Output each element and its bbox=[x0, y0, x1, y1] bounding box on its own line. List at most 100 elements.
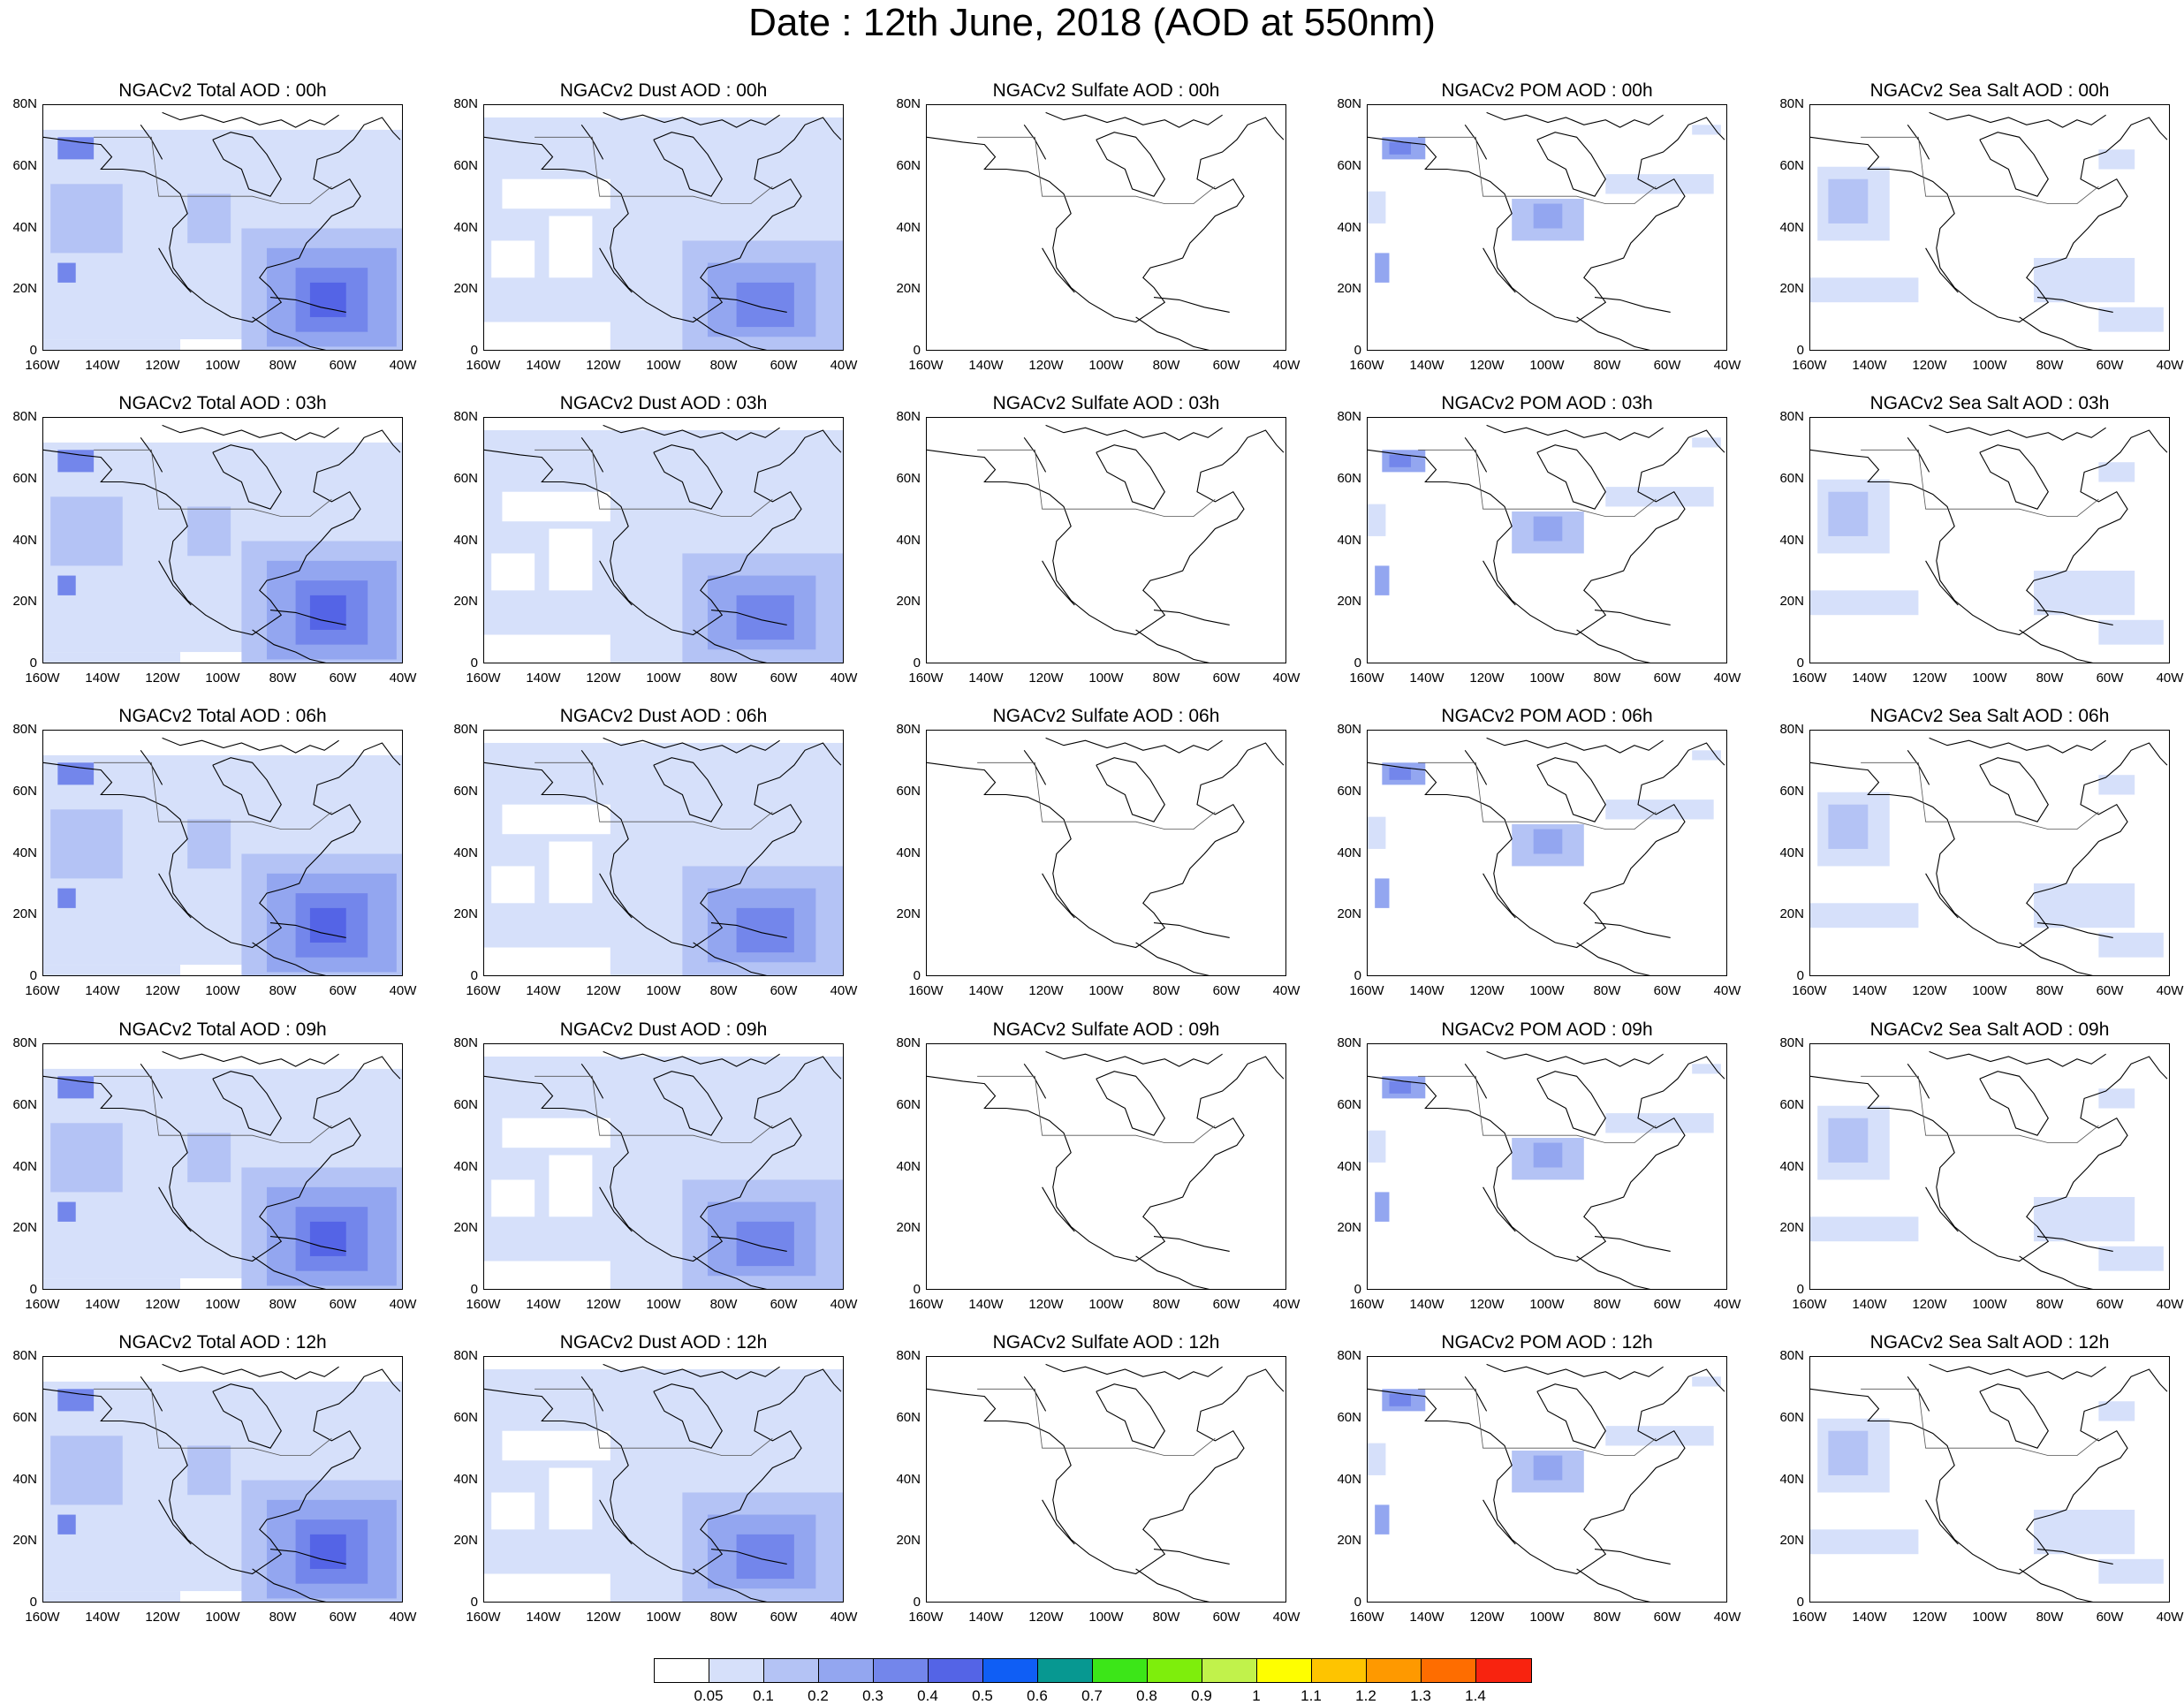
coastline bbox=[1153, 297, 1230, 313]
coastline bbox=[1045, 1363, 1223, 1380]
x-tick-label: 60W bbox=[1653, 671, 1681, 686]
coastline bbox=[1368, 1056, 1725, 1262]
coastline bbox=[599, 1186, 633, 1232]
aod-field-cell bbox=[736, 907, 794, 953]
y-tick-label: 20N bbox=[453, 1533, 478, 1549]
x-tick-label: 80W bbox=[269, 1297, 297, 1312]
y-tick-label: 80N bbox=[453, 722, 478, 737]
coastline bbox=[212, 132, 282, 197]
x-tick-label: 40W bbox=[389, 358, 417, 373]
aod-map bbox=[927, 737, 1285, 975]
y-tick-label: 60N bbox=[1779, 1409, 1804, 1425]
y-tick-label: 60N bbox=[896, 157, 921, 173]
y-tick-label: 80N bbox=[12, 1348, 37, 1363]
y-tick-label: 60N bbox=[12, 1409, 37, 1425]
x-tick-label: 80W bbox=[1593, 358, 1621, 373]
x-tick-label: 40W bbox=[830, 671, 858, 686]
x-tick-label: 140W bbox=[968, 1297, 1004, 1312]
coastline bbox=[162, 424, 339, 441]
coastline bbox=[1464, 124, 1488, 160]
x-tick-label: 100W bbox=[646, 671, 681, 686]
y-tick-label: 60N bbox=[1779, 470, 1804, 486]
coastline bbox=[1594, 1236, 1671, 1252]
aod-field-cell bbox=[484, 1573, 610, 1602]
coastline bbox=[1368, 117, 1725, 323]
coastline bbox=[43, 1368, 401, 1575]
y-tick-label: 0 bbox=[29, 1282, 37, 1297]
y-tick-label: 40N bbox=[896, 1158, 921, 1174]
aod-field-cell bbox=[309, 907, 346, 943]
y-tick-label: 0 bbox=[913, 968, 921, 983]
coastline bbox=[252, 942, 327, 975]
coastline bbox=[1594, 922, 1671, 938]
aod-field-cell bbox=[57, 137, 95, 160]
y-tick-label: 60N bbox=[453, 783, 478, 799]
y-tick-label: 40N bbox=[1779, 1158, 1804, 1174]
aod-map bbox=[1810, 111, 2168, 350]
aod-field-cell bbox=[491, 1179, 535, 1217]
aod-field-cell bbox=[187, 1445, 231, 1496]
x-tick-label: 160W bbox=[1792, 1297, 1827, 1312]
colorbar-label: 1 bbox=[1252, 1687, 1261, 1704]
coastline bbox=[603, 1363, 780, 1380]
colorbar-swatch bbox=[1093, 1659, 1148, 1682]
coastline bbox=[269, 297, 346, 313]
x-tick-label: 160W bbox=[25, 1297, 60, 1312]
panel-title: NGACv2 Sea Salt AOD : 09h bbox=[1869, 1019, 2110, 1040]
y-tick-label: 40N bbox=[896, 845, 921, 860]
y-tick-label: 20N bbox=[896, 1533, 921, 1549]
coastline bbox=[1979, 1383, 2049, 1449]
x-tick-label: 120W bbox=[1912, 358, 1947, 373]
x-tick-label: 60W bbox=[770, 983, 798, 998]
coastline bbox=[710, 922, 787, 938]
colorbar-swatch bbox=[1312, 1659, 1367, 1682]
aod-field-cell bbox=[1533, 1142, 1563, 1168]
x-tick-label: 120W bbox=[1469, 1610, 1505, 1625]
y-tick-label: 60N bbox=[1337, 470, 1361, 486]
x-tick-label: 40W bbox=[2156, 671, 2184, 686]
colorbar-label: 0.05 bbox=[694, 1687, 724, 1704]
aod-map bbox=[484, 1050, 843, 1289]
x-tick-label: 60W bbox=[2096, 1610, 2124, 1625]
x-tick-label: 100W bbox=[205, 983, 240, 998]
map-panel bbox=[42, 1043, 403, 1290]
aod-field-cell bbox=[1605, 1113, 1714, 1133]
y-tick-label: 80N bbox=[453, 96, 478, 111]
map-panel bbox=[1809, 417, 2170, 663]
coastline bbox=[1045, 424, 1223, 441]
coastline bbox=[158, 1499, 192, 1545]
panel-title: NGACv2 Sea Salt AOD : 06h bbox=[1869, 706, 2110, 726]
x-tick-label: 160W bbox=[25, 671, 60, 686]
country-border bbox=[94, 1388, 332, 1456]
x-tick-label: 80W bbox=[1152, 358, 1180, 373]
colorbar-swatch bbox=[819, 1659, 874, 1682]
x-tick-label: 80W bbox=[1152, 671, 1180, 686]
aod-field-cell bbox=[1828, 178, 1869, 224]
coastline bbox=[2036, 1549, 2113, 1565]
x-tick-label: 160W bbox=[1349, 671, 1384, 686]
aod-field-cell bbox=[1828, 804, 1869, 849]
coastline bbox=[1153, 1549, 1230, 1565]
x-tick-label: 120W bbox=[586, 671, 621, 686]
panel-title: NGACv2 POM AOD : 03h bbox=[1441, 393, 1653, 413]
coastline bbox=[599, 873, 633, 919]
coastline bbox=[927, 117, 1285, 323]
aod-field-cell bbox=[736, 1534, 794, 1580]
coastline bbox=[269, 922, 346, 938]
x-tick-label: 160W bbox=[466, 983, 501, 998]
aod-field-cell bbox=[1533, 829, 1563, 854]
country-border bbox=[535, 1388, 773, 1456]
x-tick-label: 40W bbox=[1272, 671, 1301, 686]
colorbar-label: 0.7 bbox=[1081, 1687, 1103, 1704]
coastline bbox=[603, 737, 780, 754]
x-tick-label: 40W bbox=[1713, 1297, 1741, 1312]
aod-field-cell bbox=[309, 1221, 346, 1256]
aod-field-cell bbox=[502, 1430, 610, 1461]
x-tick-label: 160W bbox=[1349, 1610, 1384, 1625]
x-tick-label: 40W bbox=[1272, 358, 1301, 373]
aod-field-cell bbox=[549, 528, 593, 591]
coastline bbox=[484, 117, 842, 323]
aod-field-cell bbox=[1692, 125, 1721, 135]
country-border bbox=[94, 449, 332, 517]
